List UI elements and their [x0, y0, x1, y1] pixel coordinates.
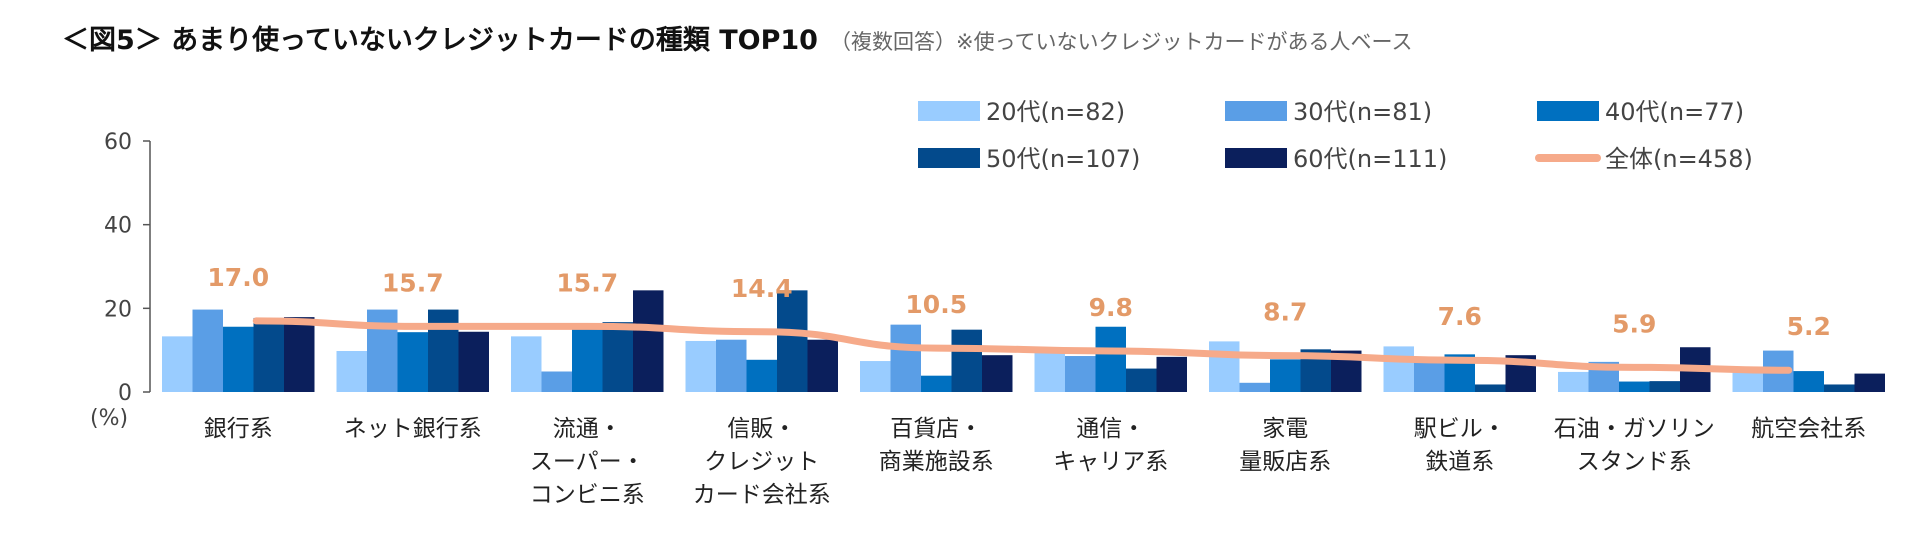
data-label-overall: 17.0 [207, 263, 269, 292]
bar-40代(n=77) [223, 326, 254, 392]
bar-40代(n=77) [572, 327, 603, 392]
category-label: 銀行系 [204, 416, 273, 442]
data-label-overall: 8.7 [1263, 298, 1307, 327]
bar-20代(n=82) [685, 340, 716, 392]
data-label-overall: 14.4 [731, 274, 793, 303]
legend-swatch-40代(n=77) [1537, 101, 1599, 121]
legend-label: 50代(n=107) [986, 145, 1140, 173]
bar-30代(n=81) [890, 324, 921, 392]
bar-40代(n=77) [1793, 371, 1824, 392]
bar-50代(n=107) [253, 317, 284, 392]
bar-50代(n=107) [951, 329, 982, 392]
bar-20代(n=82) [1209, 341, 1240, 392]
bar-50代(n=107) [777, 290, 808, 392]
chart-title: ＜図5＞ あまり使っていないクレジットカードの種類 TOP10 （複数回答）※使っ… [62, 18, 1412, 57]
chart-subtitle: （複数回答）※使っていないクレジットカードがある人ベース [829, 30, 1413, 54]
bar-60代(n=111) [982, 355, 1013, 392]
category-label: 石油・ガソリン [1554, 416, 1715, 442]
bar-30代(n=81) [1065, 356, 1096, 392]
category-label: 量販店系 [1239, 449, 1331, 475]
legend-swatch-20代(n=82) [918, 101, 980, 121]
bar-60代(n=111) [284, 317, 315, 392]
y-axis-unit: (%) [90, 406, 128, 431]
category-label: 家電 [1262, 416, 1308, 442]
bar-50代(n=107) [602, 322, 633, 392]
bar-50代(n=107) [1649, 381, 1680, 392]
category-label: 商業施設系 [879, 449, 994, 475]
bar-50代(n=107) [1126, 368, 1157, 392]
legend-swatch-50代(n=107) [918, 148, 980, 168]
category-label: 流通・ [553, 416, 622, 442]
category-label: カード会社系 [693, 482, 831, 508]
data-label-overall: 7.6 [1438, 302, 1482, 331]
bar-50代(n=107) [428, 309, 459, 392]
bar-30代(n=81) [541, 371, 572, 392]
bar-20代(n=82) [162, 336, 193, 392]
data-label-overall: 5.2 [1787, 312, 1831, 341]
category-label: ネット銀行系 [344, 416, 482, 442]
line-overall [252, 317, 1793, 374]
bar-30代(n=81) [192, 309, 223, 392]
legend-label: 60代(n=111) [1293, 145, 1447, 173]
category-label: 通信・ [1076, 416, 1145, 442]
category-label: 信販・ [727, 416, 796, 442]
legend-label: 30代(n=81) [1293, 98, 1432, 126]
legend-swatch-60代(n=111) [1225, 148, 1287, 168]
data-label-overall: 10.5 [905, 290, 967, 319]
bar-20代(n=82) [511, 336, 542, 392]
category-label: スタンド系 [1577, 449, 1692, 475]
legend-label: 全体(n=458) [1605, 145, 1753, 173]
bar-30代(n=81) [716, 339, 747, 392]
bar-20代(n=82) [1558, 371, 1589, 392]
data-label-overall: 15.7 [382, 268, 444, 297]
bar-40代(n=77) [1270, 359, 1301, 392]
category-label: クレジット [704, 449, 819, 475]
chart-title-main: ＜図5＞ あまり使っていないクレジットカードの種類 TOP10 [62, 25, 818, 56]
bar-60代(n=111) [1854, 373, 1885, 392]
bar-40代(n=77) [1619, 381, 1650, 392]
bar-60代(n=111) [807, 339, 838, 392]
bar-30代(n=81) [367, 309, 398, 392]
bar-20代(n=82) [1383, 346, 1414, 392]
data-label-overall: 15.7 [556, 268, 618, 297]
data-label-overall: 5.9 [1612, 309, 1656, 338]
bar-30代(n=81) [1414, 361, 1445, 392]
bar-20代(n=82) [336, 351, 367, 392]
legend-label: 20代(n=82) [986, 98, 1125, 126]
y-tick-label: 40 [104, 214, 132, 239]
bar-50代(n=107) [1824, 384, 1855, 392]
category-label: 百貨店・ [890, 416, 982, 442]
y-tick-label: 20 [104, 297, 132, 322]
bar-40代(n=77) [921, 375, 952, 392]
bar-60代(n=111) [633, 290, 664, 392]
category-label: 航空会社系 [1751, 416, 1866, 442]
bar-40代(n=77) [397, 332, 428, 392]
y-tick-label: 60 [104, 130, 132, 155]
bar-20代(n=82) [1732, 369, 1763, 392]
category-label: スーパー・ [530, 449, 645, 475]
category-label: コンビニ系 [530, 482, 645, 508]
category-label: キャリア系 [1053, 449, 1168, 475]
bar-60代(n=111) [458, 331, 489, 392]
category-label: 駅ビル・ [1414, 416, 1506, 442]
bar-40代(n=77) [746, 359, 777, 392]
legend-label: 40代(n=77) [1605, 98, 1744, 126]
bar-50代(n=107) [1475, 384, 1506, 392]
bar-20代(n=82) [860, 361, 891, 392]
legend-swatch-30代(n=81) [1225, 101, 1287, 121]
bar-60代(n=111) [1156, 356, 1187, 392]
bar-30代(n=81) [1239, 382, 1270, 392]
bar-40代(n=77) [1095, 326, 1126, 392]
bar-20代(n=82) [1034, 347, 1065, 392]
y-tick-label: 0 [118, 381, 132, 406]
data-label-overall: 9.8 [1089, 293, 1133, 322]
category-label: 鉄道系 [1425, 449, 1494, 475]
